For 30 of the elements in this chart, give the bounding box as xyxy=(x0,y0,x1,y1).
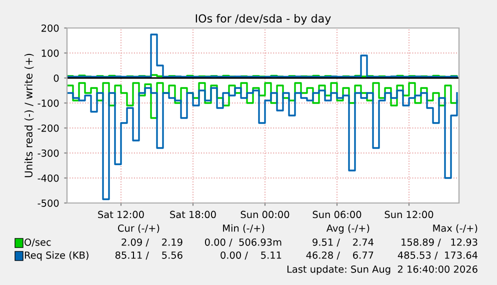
text: Max (-/+) xyxy=(433,224,478,233)
y-tick-label: 200 xyxy=(42,24,59,32)
text: 85.11 / 5.56 xyxy=(115,251,182,260)
text: 46.28 / 6.77 xyxy=(306,251,374,260)
y-tick-label: -500 xyxy=(38,199,59,207)
y-tick-label: -200 xyxy=(38,124,59,132)
text: Last update: Sun Aug 2 16:40:00 2026 xyxy=(287,265,478,275)
text: 485.53 / 173.64 xyxy=(398,251,478,260)
text: 2.09 / 2.19 xyxy=(122,238,182,247)
legend-label: Req Size (KB) xyxy=(24,251,88,261)
y-tick-label: 100 xyxy=(42,49,59,57)
text: 9.51 / 2.74 xyxy=(312,238,374,247)
text: Cur (-/+) xyxy=(118,224,160,233)
text: Avg (-/+) xyxy=(326,224,370,234)
x-tick-label: Sun 06:00 xyxy=(312,210,362,218)
y-tick-label: 0 xyxy=(54,74,59,82)
text: 0.00 / 506.93m xyxy=(204,238,282,247)
y-axis-title: Units read (-) / write (+) xyxy=(24,54,34,178)
y-tick-label: -400 xyxy=(38,174,59,182)
text: Min (-/+) xyxy=(223,224,264,233)
text: 0.00 / 5.11 xyxy=(220,251,282,260)
chart-title: IOs for /dev/sda - by day xyxy=(196,14,331,25)
x-tick-label: Sat 18:00 xyxy=(170,210,216,218)
text: 158.89 / 12.93 xyxy=(402,238,478,247)
legend-label: O/sec xyxy=(24,238,51,247)
x-tick-label: Sun 00:00 xyxy=(240,210,290,218)
y-tick-label: -100 xyxy=(38,99,59,107)
y-tick-label: -300 xyxy=(38,149,59,157)
x-tick-label: Sat 12:00 xyxy=(98,210,144,218)
x-tick-label: Sun 12:00 xyxy=(384,210,434,218)
